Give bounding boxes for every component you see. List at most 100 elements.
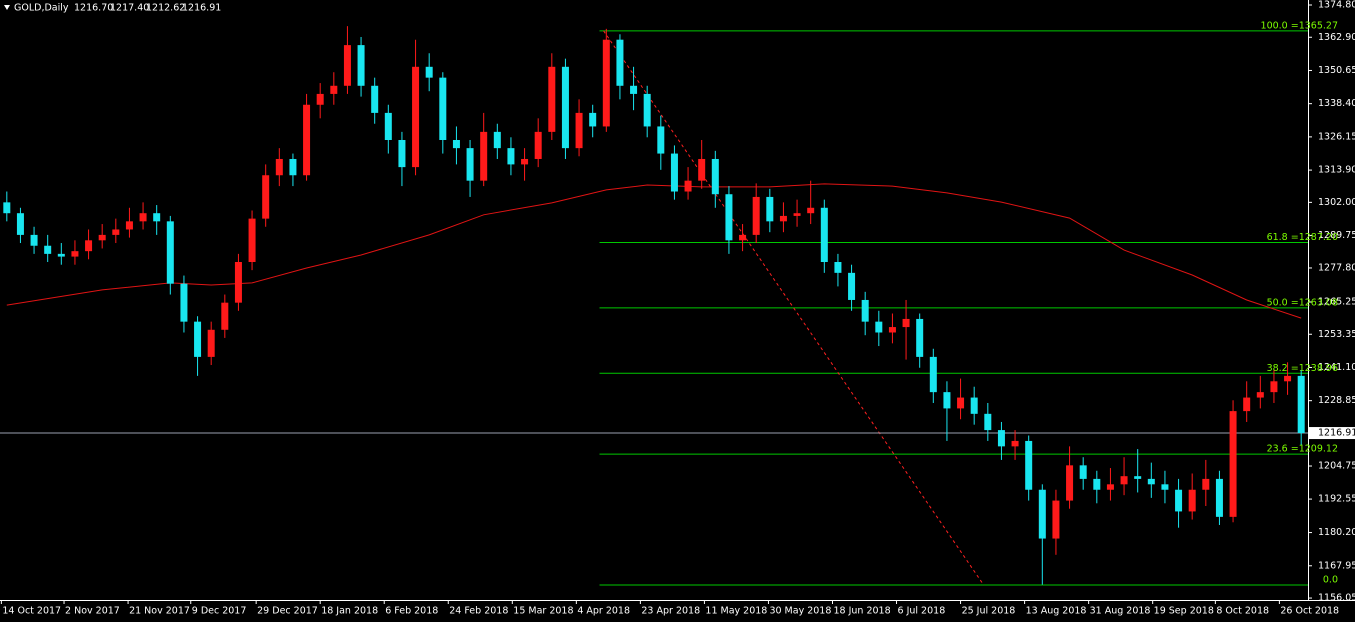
- candle-body: [916, 318, 924, 357]
- candle-body: [1093, 478, 1101, 490]
- y-tick-label: 1204.75: [1318, 461, 1355, 472]
- y-tick-label: 1338.40: [1318, 98, 1355, 109]
- candle-body: [984, 413, 992, 431]
- y-tick-label: 1228.85: [1318, 395, 1355, 406]
- candle-body: [725, 194, 733, 241]
- candle-body: [330, 85, 338, 94]
- fib-label: 100.0 =1365.27: [1261, 20, 1338, 31]
- candle-body: [262, 175, 270, 219]
- candle-body: [739, 234, 747, 241]
- candle-body: [902, 318, 910, 328]
- candle-body: [929, 356, 937, 393]
- candle-body: [85, 240, 93, 252]
- x-tick-label: 15 Mar 2018: [513, 606, 573, 617]
- x-tick-label: 11 May 2018: [705, 606, 767, 617]
- candle-body: [684, 180, 692, 192]
- candle-body: [466, 148, 474, 181]
- fib-label: 50.0 =1263.08: [1267, 297, 1338, 308]
- candle-body: [820, 207, 828, 263]
- y-tick-label: 1350.65: [1318, 65, 1355, 76]
- x-tick-label: 18 Jan 2018: [321, 606, 378, 617]
- menu-triangle[interactable]: [4, 5, 10, 10]
- candle-body: [316, 93, 324, 105]
- quote-value: 1216.91: [182, 3, 221, 14]
- y-tick-label: 1326.15: [1318, 131, 1355, 142]
- quote-value: 1216.70: [74, 3, 113, 14]
- y-tick-label: 1253.35: [1318, 329, 1355, 340]
- candle-body: [384, 112, 392, 141]
- x-tick-label: 6 Feb 2018: [385, 606, 438, 617]
- candle-body: [875, 321, 883, 333]
- candle-body: [493, 131, 501, 149]
- candle-body: [194, 321, 202, 357]
- candle-body: [698, 158, 706, 181]
- y-tick-label: 1241.10: [1318, 362, 1355, 373]
- candle-body: [289, 158, 297, 176]
- symbol-title: GOLD,Daily: [14, 3, 69, 14]
- x-tick-label: 19 Sep 2018: [1154, 606, 1214, 617]
- y-tick-label: 1167.95: [1318, 560, 1355, 571]
- candle-body: [534, 131, 542, 159]
- candle-body: [439, 77, 447, 141]
- candle-body: [1079, 465, 1087, 479]
- candle-body: [1270, 381, 1278, 393]
- candle-body: [98, 234, 106, 241]
- candle-body: [670, 153, 678, 192]
- candle-body: [807, 207, 815, 214]
- quote-value: 1212.62: [146, 3, 185, 14]
- y-tick-label: 1362.90: [1318, 32, 1355, 43]
- candle-body: [398, 140, 406, 168]
- candle-body: [275, 158, 283, 176]
- candle-body: [1066, 465, 1074, 501]
- candle-body: [575, 112, 583, 149]
- candle-body: [1052, 500, 1060, 539]
- x-tick-label: 8 Oct 2018: [1216, 606, 1269, 617]
- x-tick-label: 4 Apr 2018: [577, 606, 630, 617]
- x-tick-label: 21 Nov 2017: [129, 606, 190, 617]
- candle-body: [425, 66, 433, 78]
- candle-body: [371, 85, 379, 113]
- current-price-label: 1216.91: [1318, 428, 1355, 439]
- candle-body: [711, 158, 719, 195]
- y-tick-label: 1180.20: [1318, 527, 1355, 538]
- candle-body: [1188, 489, 1196, 512]
- candle-body: [207, 329, 215, 357]
- candle-body: [30, 234, 38, 246]
- candle-body: [997, 430, 1005, 447]
- candle-body: [1038, 489, 1046, 539]
- fib-label: 38.2 =1238.96: [1267, 363, 1338, 374]
- candle-body: [221, 302, 229, 330]
- candle-body: [752, 196, 760, 235]
- x-tick-label: 23 Apr 2018: [641, 606, 700, 617]
- candle-body: [16, 213, 24, 235]
- x-tick-label: 9 Dec 2017: [192, 606, 247, 617]
- fib-label: 61.8 =1287.20: [1267, 232, 1338, 243]
- candle-body: [834, 262, 842, 273]
- candle-body: [970, 397, 978, 414]
- candle-body: [848, 272, 856, 300]
- x-tick-label: 31 Aug 2018: [1090, 606, 1151, 617]
- candle-body: [1215, 478, 1223, 517]
- candle-body: [643, 93, 651, 127]
- candle-body: [602, 39, 610, 127]
- candle-body: [1202, 478, 1210, 490]
- candle-body: [248, 218, 256, 263]
- candle-body: [1120, 476, 1128, 485]
- candle-body: [779, 215, 787, 222]
- y-tick-label: 1374.80: [1318, 0, 1355, 10]
- quote-value: 1217.40: [110, 3, 149, 14]
- candle-body: [1256, 392, 1264, 398]
- x-tick-label: 13 Aug 2018: [1026, 606, 1087, 617]
- candle-body: [888, 327, 896, 333]
- y-tick-label: 1289.75: [1318, 230, 1355, 241]
- candle-body: [343, 45, 351, 86]
- candle-body: [57, 253, 65, 257]
- current-price-box: [1309, 427, 1355, 440]
- candle-body: [1297, 375, 1305, 434]
- candle-body: [507, 148, 515, 165]
- candle-body: [1147, 478, 1155, 485]
- candle-body: [1025, 440, 1033, 490]
- candle-body: [166, 221, 174, 284]
- y-tick-label: 1156.05: [1318, 593, 1355, 604]
- x-tick-label: 14 Oct 2017: [2, 606, 61, 617]
